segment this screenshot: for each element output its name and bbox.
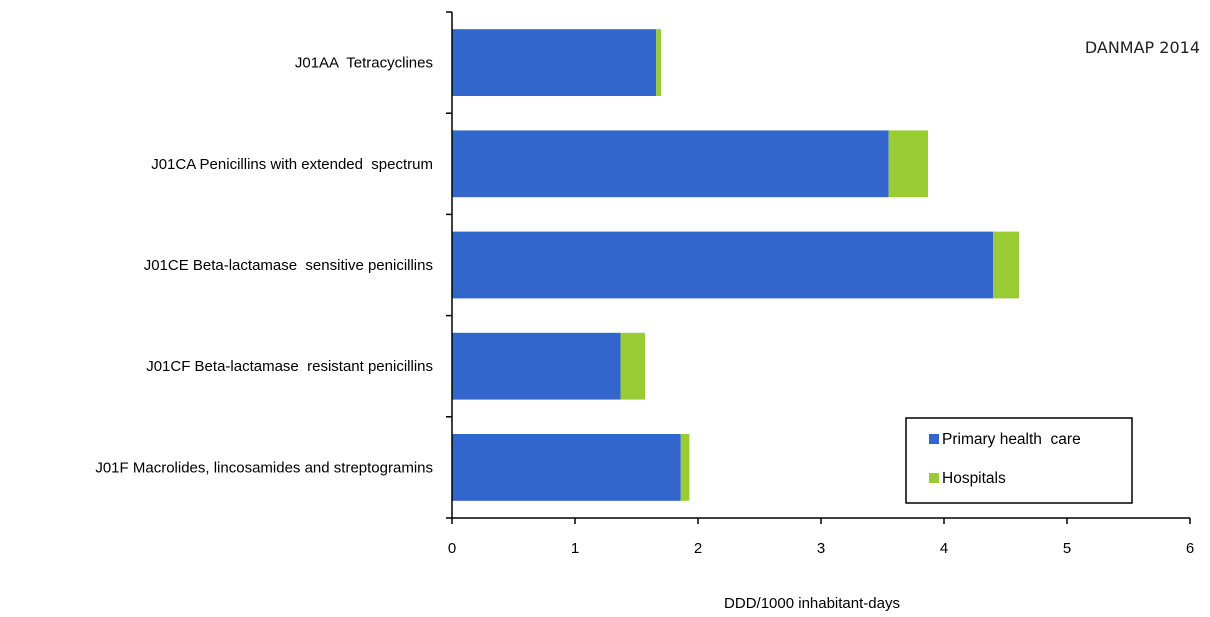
category-label-0: J01AA Tetracyclines — [295, 55, 433, 72]
bar-hospitals-3 — [620, 332, 646, 400]
bar-group — [452, 29, 1020, 501]
x-axis-title: DDD/1000 inhabitant-days — [724, 595, 900, 612]
bar-primary-1 — [452, 130, 889, 198]
legend-box — [905, 417, 1133, 504]
category-labels: J01AA Tetracyclines J01CA Penicillins wit… — [95, 55, 433, 477]
x-tick-label-1: 1 — [571, 540, 579, 557]
bar-primary-0 — [452, 29, 657, 96]
x-tick-label-2: 2 — [694, 540, 702, 557]
bar-hospitals-4 — [680, 434, 690, 501]
legend-label-hospitals: Hospitals — [942, 470, 1006, 487]
y-axis-ticks — [446, 11, 452, 519]
category-label-1: J01CA Penicillins with extended spectrum — [151, 156, 433, 173]
chart-annotation: DANMAP 2014 — [1085, 38, 1200, 57]
legend-label-primary-health-care: Primary health care — [942, 431, 1081, 448]
x-tick-label-0: 0 — [448, 540, 456, 557]
bar-hospitals-1 — [888, 130, 929, 198]
category-label-2: J01CE Beta-lactamase sensitive penicilli… — [144, 257, 433, 274]
bar-hospitals-2 — [993, 231, 1020, 299]
x-axis-ticks: 0 1 2 3 4 5 6 — [448, 518, 1194, 557]
bar-primary-2 — [452, 231, 994, 299]
legend-swatch-primary-health-care — [929, 434, 939, 444]
legend: Primary health care Hospitals — [905, 417, 1133, 504]
bar-primary-3 — [452, 332, 621, 400]
bar-primary-4 — [452, 434, 681, 501]
bar-hospitals-0 — [656, 29, 662, 96]
x-tick-label-4: 4 — [940, 540, 948, 557]
x-tick-label-3: 3 — [817, 540, 825, 557]
legend-swatch-hospitals — [929, 473, 939, 483]
category-label-3: J01CF Beta-lactamase resistant penicilli… — [146, 358, 433, 375]
x-tick-label-6: 6 — [1186, 540, 1194, 557]
category-label-4: J01F Macrolides, lincosamides and strept… — [95, 459, 433, 476]
x-tick-label-5: 5 — [1063, 540, 1071, 557]
